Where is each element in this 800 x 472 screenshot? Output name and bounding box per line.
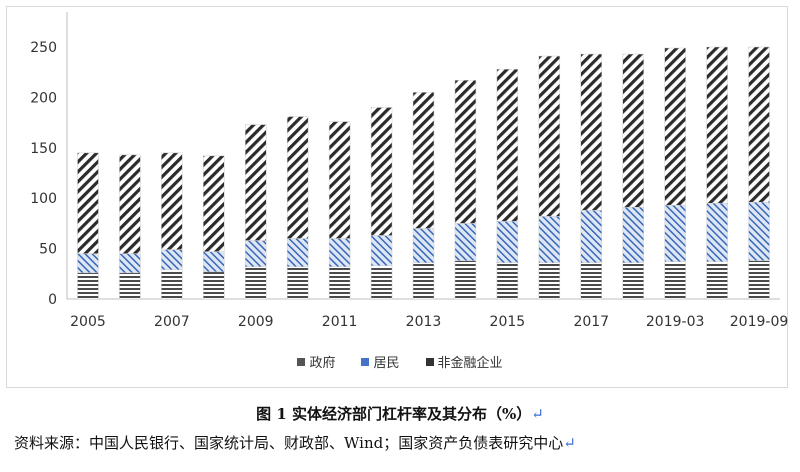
- x-tick-label: 2015: [490, 314, 526, 330]
- y-tick-label: 0: [48, 292, 57, 308]
- x-tick-label: 2019-03: [646, 314, 705, 330]
- x-tick-label: 2013: [406, 314, 442, 330]
- bar-segment-非金融企业: [580, 53, 603, 211]
- bar-segment-居民: [664, 205, 686, 262]
- y-tick-label: 250: [30, 40, 57, 56]
- bar-segment-居民: [203, 251, 225, 273]
- bar-segment-政府: [664, 261, 686, 300]
- bar-segment-居民: [77, 253, 99, 274]
- tick-labels: 0 50 100 150 200 250 2005 2007 2009 2011 2013 2015 2…: [30, 40, 788, 330]
- bar-segment-政府: [706, 261, 728, 300]
- bar-segment-非金融企业: [203, 155, 225, 252]
- x-tick-label: 2019-09: [730, 314, 789, 330]
- figure-caption: 图 1 实体经济部门杠杆率及其分布（%）↵: [0, 403, 800, 424]
- bar-segment-居民: [328, 238, 351, 267]
- bar-segment-居民: [286, 238, 309, 267]
- legend: 政府 居民 非金融企业: [0, 352, 800, 371]
- bar-segment-非金融企业: [328, 121, 351, 239]
- y-tick-label: 150: [30, 141, 57, 157]
- bar-segment-政府: [538, 262, 561, 300]
- x-tick-label: 2011: [322, 314, 358, 330]
- bar-segment-政府: [77, 272, 99, 300]
- bar-segment-政府: [622, 262, 644, 300]
- legend-label-gov: 政府: [309, 356, 336, 371]
- bar-segment-非金融企业: [412, 92, 435, 229]
- bar-segment-居民: [496, 221, 519, 263]
- bar-segment-非金融企业: [496, 68, 519, 222]
- x-tick-label: 2017: [573, 314, 609, 330]
- bar-segment-非金融企业: [538, 55, 561, 217]
- legend-swatch-resident: [361, 357, 370, 366]
- bar-segment-居民: [245, 240, 267, 267]
- return-mark-icon: ↵: [531, 405, 544, 423]
- x-tick-label: 2007: [154, 314, 190, 330]
- stacked-bar-chart: 0 50 100 150 200 250 2005 2007 2009 2011 2013 2015 2…: [30, 12, 788, 330]
- bar-segment-非金融企业: [77, 152, 99, 254]
- return-mark-icon: ↵: [563, 434, 576, 452]
- bar-segment-政府: [412, 262, 435, 300]
- legend-item-corporate: 非金融企业: [425, 352, 503, 371]
- bar-segment-政府: [245, 266, 267, 300]
- bar-segment-居民: [412, 228, 435, 263]
- bar-segment-非金融企业: [664, 47, 686, 206]
- bar-segment-政府: [454, 260, 477, 300]
- x-tick-label: 2009: [238, 314, 274, 330]
- y-tick-label: 200: [30, 90, 57, 106]
- bar-segment-非金融企业: [161, 152, 183, 250]
- bar-segment-居民: [454, 223, 477, 261]
- legend-label-resident: 居民: [373, 356, 400, 371]
- bar-segment-居民: [370, 235, 393, 266]
- bar-segment-居民: [161, 249, 183, 271]
- bar-segment-政府: [203, 271, 225, 300]
- bar-segment-政府: [370, 265, 393, 300]
- legend-label-corporate: 非金融企业: [437, 356, 503, 371]
- caption-text: 图 1 实体经济部门杠杆率及其分布（%）: [256, 405, 532, 423]
- bar-segment-非金融企业: [454, 80, 477, 224]
- bar-segment-政府: [119, 272, 141, 300]
- legend-swatch-gov: [297, 357, 306, 366]
- bar-segment-居民: [622, 207, 644, 263]
- y-tick-label: 50: [39, 242, 57, 258]
- bar-segment-非金融企业: [119, 154, 141, 254]
- bar-segment-政府: [328, 266, 351, 300]
- bar-segment-居民: [748, 201, 770, 261]
- bar-segment-政府: [496, 262, 519, 300]
- bar-segment-非金融企业: [622, 53, 644, 208]
- legend-item-gov: 政府: [297, 352, 335, 371]
- bar-segment-非金融企业: [706, 46, 728, 204]
- bar-segment-政府: [161, 269, 183, 300]
- bar-segment-非金融企业: [286, 116, 309, 239]
- legend-swatch-corporate: [425, 357, 434, 366]
- y-tick-label: 100: [30, 191, 57, 207]
- bar-segment-非金融企业: [370, 107, 393, 236]
- legend-item-resident: 居民: [361, 352, 400, 371]
- bar-segment-政府: [580, 262, 603, 300]
- bar-segment-非金融企业: [245, 124, 267, 241]
- bar-segment-居民: [119, 253, 141, 274]
- bar-segment-政府: [748, 260, 770, 300]
- bar-segment-非金融企业: [748, 46, 770, 203]
- bar-segment-居民: [538, 216, 561, 263]
- bar-segment-政府: [286, 266, 309, 300]
- source-note: 资料来源：中国人民银行、国家统计局、财政部、Wind；国家资产负债表研究中心↵: [14, 432, 794, 453]
- source-text: 资料来源：中国人民银行、国家统计局、财政部、Wind；国家资产负债表研究中心: [14, 434, 564, 452]
- bar-segment-居民: [706, 202, 728, 262]
- bars: [77, 46, 770, 300]
- x-tick-label: 2005: [70, 314, 106, 330]
- bar-segment-居民: [580, 210, 603, 263]
